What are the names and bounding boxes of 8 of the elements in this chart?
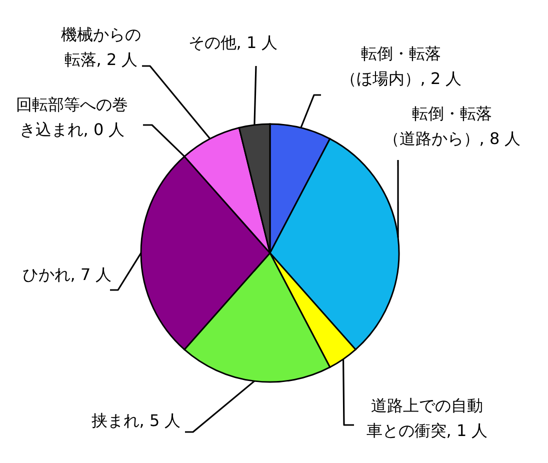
slice-label: ひかれ, 7 人 — [22, 264, 112, 284]
slice-label: 機械からの転落, 2 人 — [61, 24, 141, 68]
slice-label: その他, 1 人 — [188, 32, 278, 52]
slice-label: 転倒・転落（ほ場内）, 2 人 — [340, 44, 462, 88]
slice-label: 道路上での自動車との衝突, 1 人 — [366, 396, 488, 440]
slice-label: 挟まれ, 5 人 — [91, 410, 181, 430]
category-label: 回転部等への巻き込まれ, 0 人 — [16, 94, 128, 138]
slice-label: 転倒・転落（道路から）, 8 人 — [383, 104, 521, 148]
